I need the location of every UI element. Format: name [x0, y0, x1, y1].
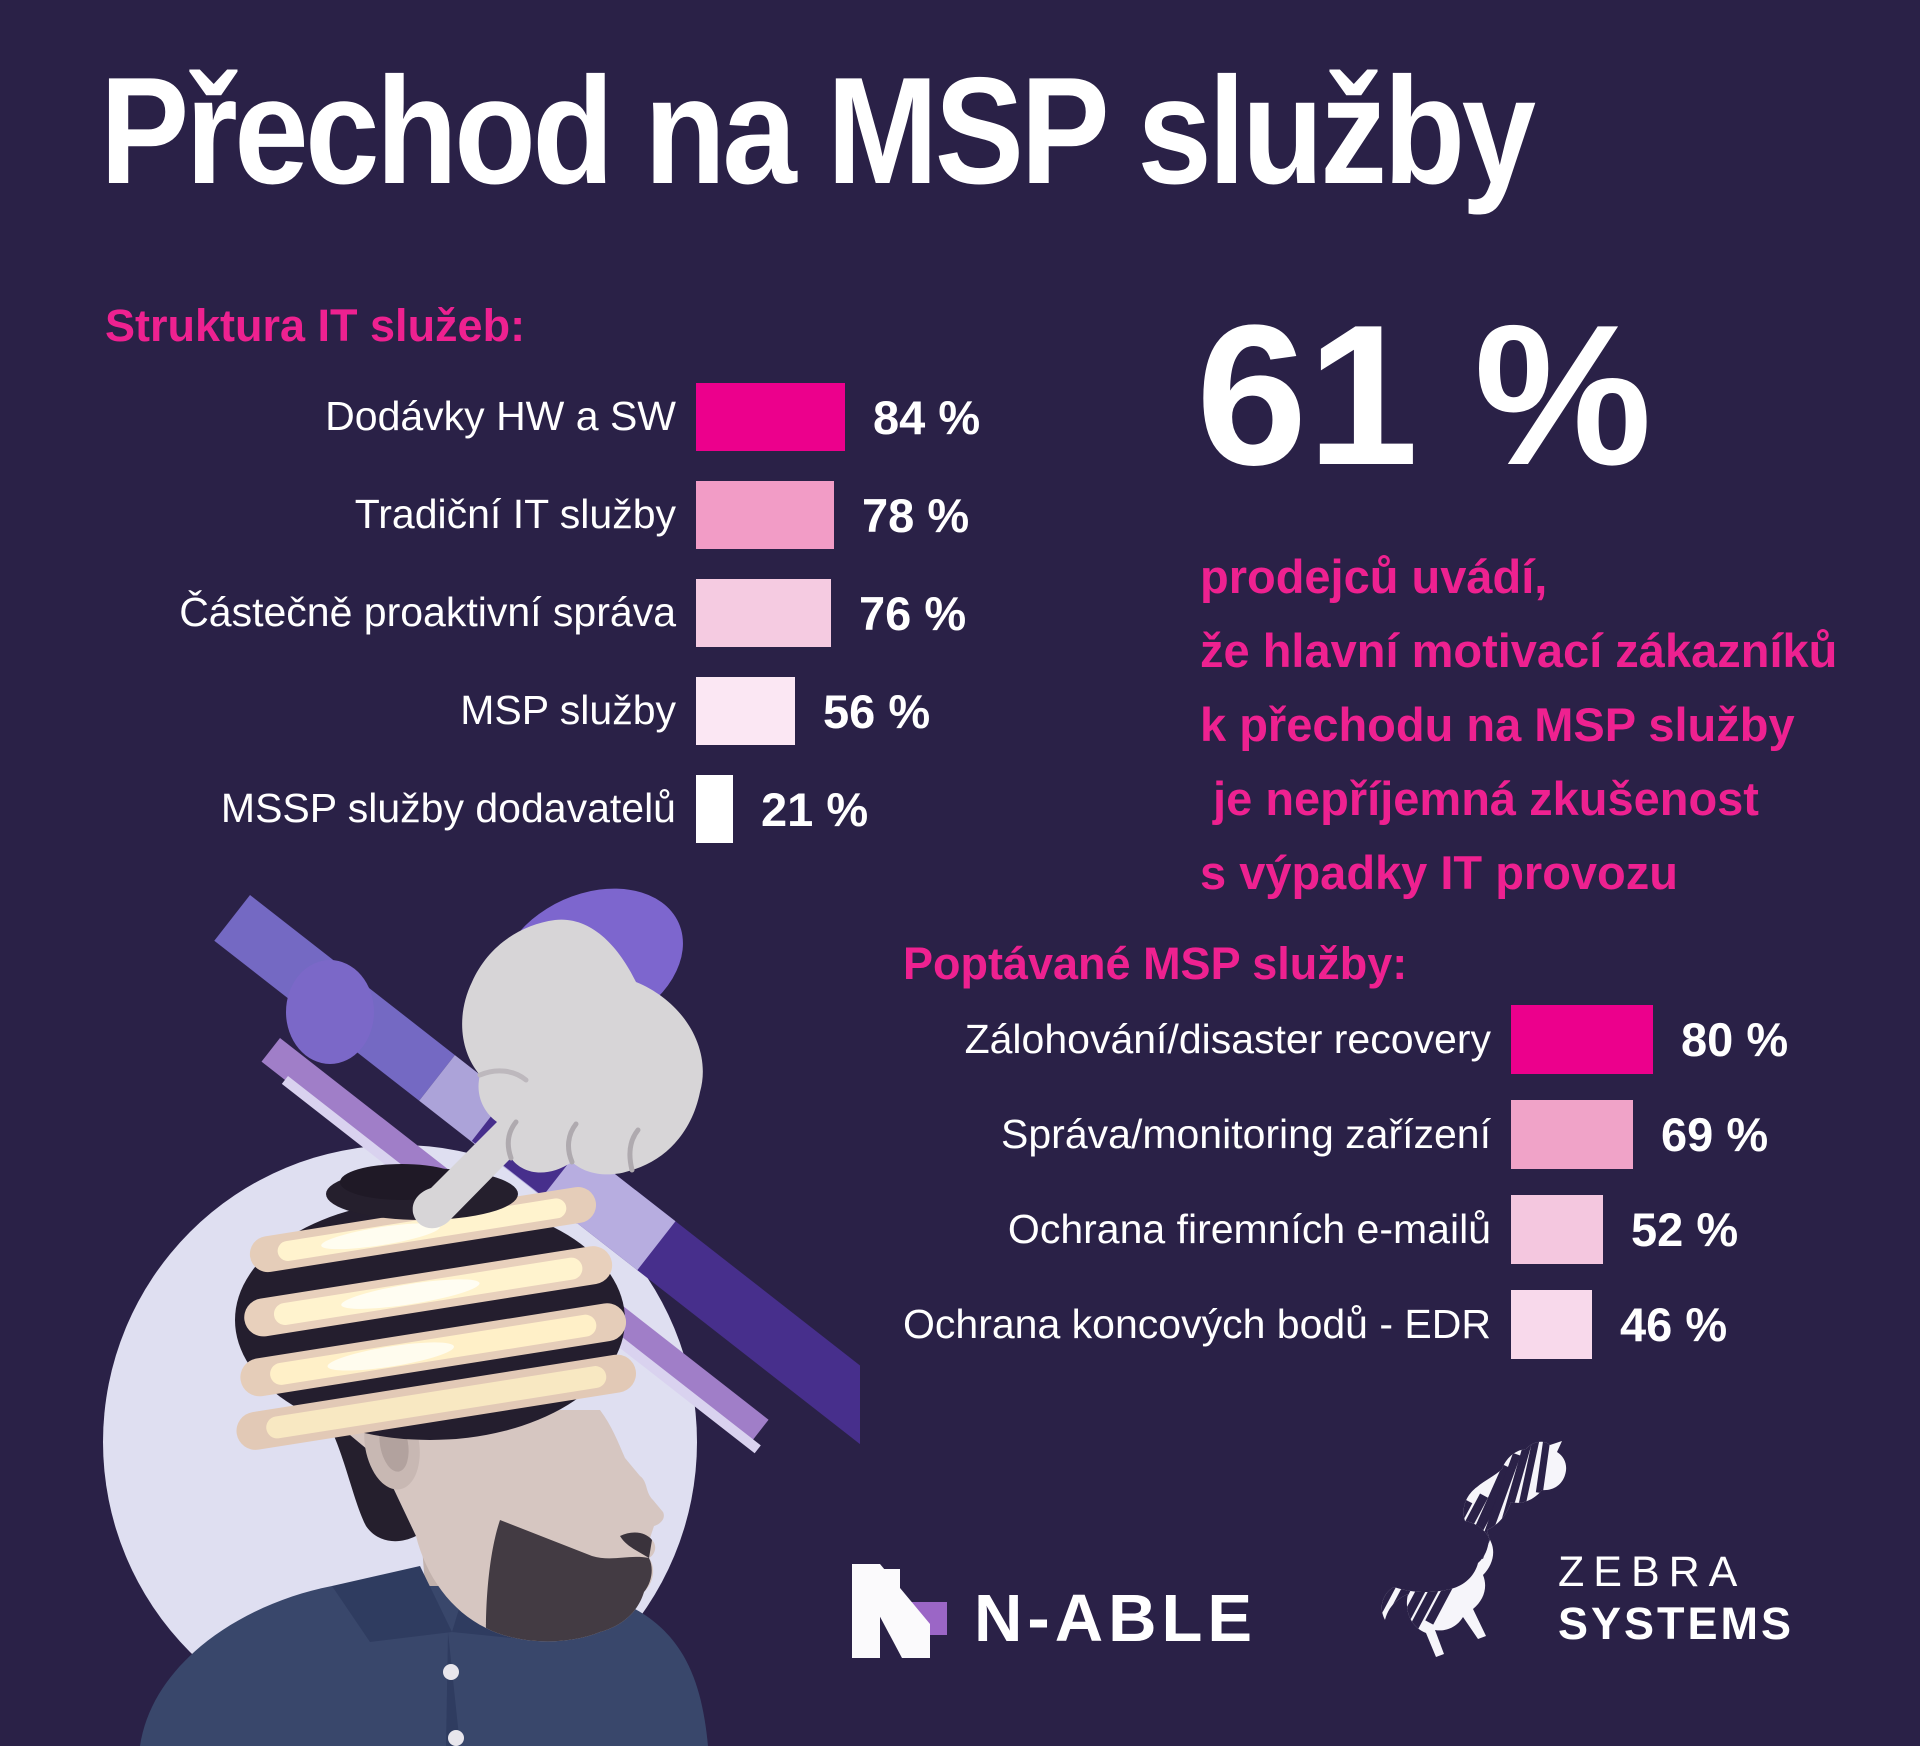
chart-row: Částečně proaktivní správa 76 % [0, 579, 980, 647]
value-label: 78 % [862, 488, 970, 542]
bar [1511, 1290, 1592, 1359]
chart-row: Dodávky HW a SW 84 % [0, 383, 980, 451]
chart-row: Zálohování/disaster recovery 80 % [0, 1005, 1788, 1074]
stat-line: prodejců uvádí, [1200, 550, 1548, 603]
category-label: Tradiční IT služby [354, 491, 676, 538]
bar [696, 775, 733, 843]
bar [696, 481, 834, 549]
category-label: Ochrana firemních e-mailů [1007, 1205, 1491, 1252]
bar [696, 383, 845, 451]
chart-row: Tradiční IT služby 78 % [0, 481, 980, 549]
chart-row: Správa/monitoring zařízení 69 % [0, 1100, 1788, 1169]
chart-row: MSP služby 56 % [0, 677, 980, 745]
bar [696, 677, 795, 745]
zebra-icon [1381, 1441, 1567, 1657]
value-label: 69 % [1661, 1108, 1769, 1161]
stat-description: prodejců uvádí, že hlavní motivací zákazn… [1200, 540, 1837, 910]
page-title: Přechod na MSP služby [100, 46, 1536, 216]
spiral-slices [235, 1164, 637, 1450]
zebra-wordmark-line2: SYSTEMS [1558, 1598, 1795, 1649]
purple-dot-shape [286, 960, 374, 1064]
chart1-title: Struktura IT služeb: [105, 300, 526, 351]
value-label: 76 % [859, 586, 967, 640]
bar [696, 579, 831, 647]
chart-demanded-services: Zálohování/disaster recovery 80 % Správa/m… [0, 1005, 1788, 1385]
stat-line: že hlavní motivací zákazníků [1200, 624, 1838, 677]
pointing-hand-icon [412, 888, 703, 1229]
stat-line: s výpadky IT provozu [1200, 846, 1678, 899]
category-label: Zálohování/disaster recovery [964, 1015, 1491, 1062]
value-label: 56 % [823, 684, 931, 738]
chart-it-structure: Dodávky HW a SW 84 % Tradiční IT služby 78 … [0, 383, 980, 873]
zebra-wordmark-line1: ZEBRA [1558, 1548, 1747, 1596]
value-label: 46 % [1620, 1298, 1728, 1351]
stat-line: je nepříjemná zkušenost [1200, 772, 1759, 825]
bar [1511, 1005, 1653, 1074]
category-label: Ochrana koncových bodů - EDR [903, 1300, 1491, 1347]
man-portrait [140, 1370, 708, 1746]
category-label: Částečně proaktivní správa [179, 589, 676, 636]
chart-row: MSSP služby dodavatelů 21 % [0, 775, 980, 843]
chart-row: Ochrana koncových bodů - EDR 46 % [0, 1290, 1788, 1359]
category-label: MSSP služby dodavatelů [220, 785, 676, 832]
stat-value: 61 % [1196, 284, 1652, 507]
category-label: Správa/monitoring zařízení [1001, 1110, 1491, 1157]
value-label: 80 % [1681, 1013, 1789, 1066]
value-label: 21 % [761, 782, 869, 836]
n-able-wordmark: N-ABLE [974, 1581, 1258, 1656]
n-able-mark-icon [852, 1564, 947, 1658]
value-label: 52 % [1631, 1203, 1739, 1256]
chart-row: Ochrana firemních e-mailů 52 % [0, 1195, 1788, 1264]
bar [1511, 1195, 1603, 1264]
category-label: Dodávky HW a SW [325, 393, 676, 440]
collage-illustration [103, 888, 860, 1746]
value-label: 84 % [873, 390, 981, 444]
chart2-title: Poptávané MSP služby: [903, 938, 1408, 989]
bar [1511, 1100, 1633, 1169]
stat-line: k přechodu na MSP služby [1200, 698, 1795, 751]
category-label: MSP služby [460, 687, 676, 734]
